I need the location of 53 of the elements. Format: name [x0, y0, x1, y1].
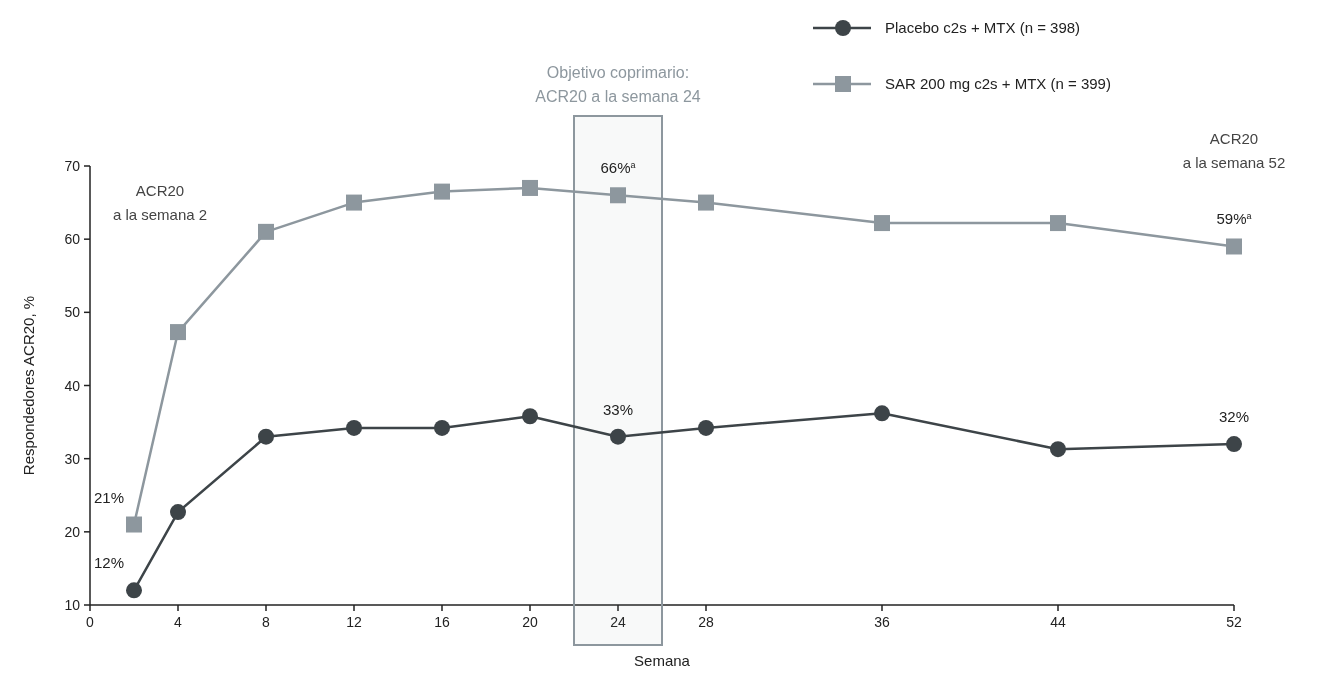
band-label: Objetivo coprimario: ACR20 a la semana 24: [535, 64, 701, 105]
x-tick-label: 28: [698, 614, 714, 630]
point: [698, 419, 714, 436]
y-axis-title: Respondedores ACR20, %: [20, 295, 37, 476]
y-tick-label: 20: [64, 523, 81, 540]
point: [258, 223, 274, 240]
data-label: 32%: [1218, 408, 1250, 426]
point: [126, 582, 142, 599]
legend-label: SAR 200 mg c2s + MTX (n = 399): [885, 75, 1111, 92]
point: [170, 504, 186, 521]
x-tick-label: 24: [610, 614, 626, 630]
annotation: ACR20 a la semana 2: [112, 182, 208, 223]
point: [610, 187, 626, 204]
y-tick-label: 50: [64, 304, 81, 321]
point: [346, 419, 362, 436]
x-tick-label: 12: [346, 614, 362, 630]
point: [610, 428, 626, 445]
y-tick-label: 30: [64, 450, 81, 467]
point: [434, 419, 450, 436]
point: [258, 428, 274, 445]
annotation: ACR20 a la semana 52: [1182, 130, 1286, 171]
data-label: 66%$^{a}$: [600, 159, 636, 177]
point: [874, 405, 890, 422]
data-label: 12%: [93, 554, 124, 572]
y-tick-label: 10: [64, 597, 81, 613]
point: [522, 179, 538, 196]
point: [1050, 215, 1066, 232]
x-tick-label: 36: [874, 614, 890, 630]
data-label: 59%$^{a}$: [1216, 210, 1252, 228]
data-label: 33%: [602, 400, 634, 418]
point: [874, 215, 890, 232]
x-tick-label: 20: [522, 614, 538, 630]
x-tick-label: 8: [262, 614, 271, 630]
point: [346, 194, 362, 211]
point: [1050, 441, 1066, 458]
x-axis-title: Semana: [634, 652, 691, 669]
point: [1226, 238, 1242, 255]
legend-label: Placebo c2s + MTX (n = 398): [885, 19, 1081, 36]
y-tick-label: 70: [64, 158, 81, 174]
point: [522, 408, 538, 425]
point: [1226, 436, 1242, 453]
point: [698, 194, 714, 211]
point: [434, 183, 450, 200]
x-tick-label: 4: [174, 614, 183, 630]
x-tick-label: 16: [434, 614, 450, 630]
point: [170, 324, 186, 341]
point: [126, 516, 142, 533]
x-tick-label: 0: [86, 614, 95, 630]
y-tick-label: 60: [64, 231, 81, 248]
data-label: 21%: [93, 488, 124, 506]
x-tick-label: 52: [1226, 614, 1242, 630]
x-tick-label: 44: [1050, 614, 1066, 630]
y-tick-label: 40: [64, 377, 81, 394]
